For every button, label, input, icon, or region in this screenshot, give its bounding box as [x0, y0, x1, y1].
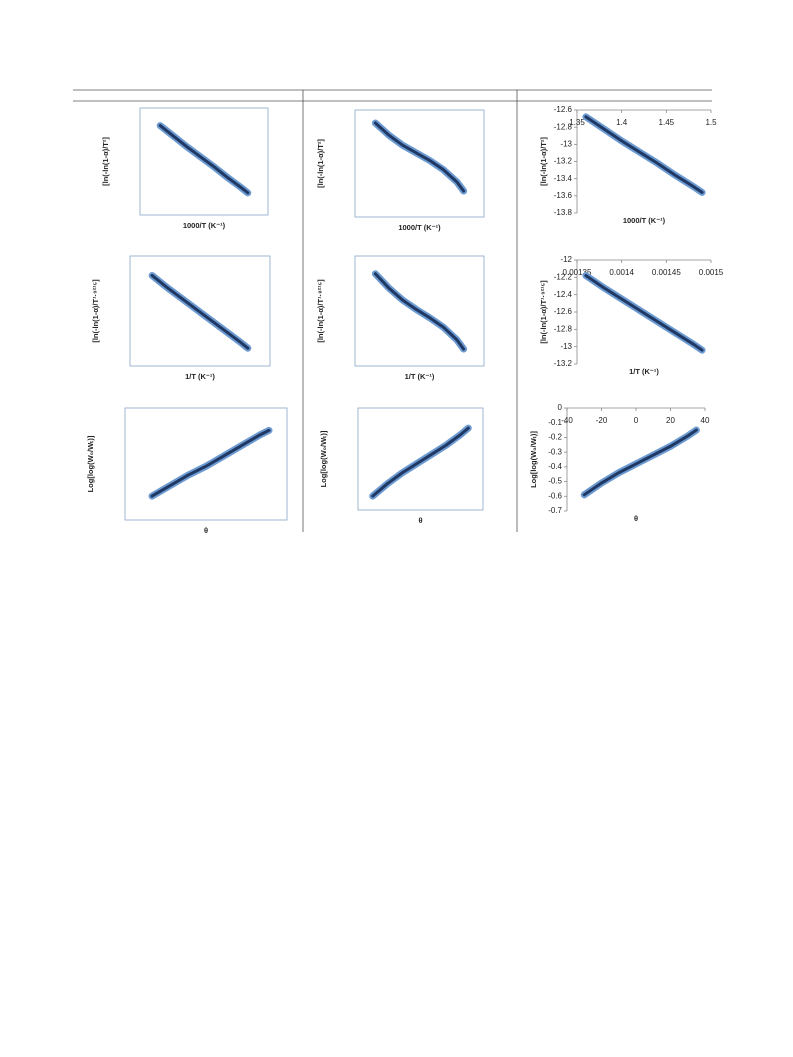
y-tick-label: -0.7	[548, 506, 562, 515]
series-line	[371, 426, 470, 498]
y-tick-label: -0.4	[548, 462, 562, 471]
plot-frame	[354, 255, 485, 367]
y-tick-label: -13.2	[554, 157, 573, 166]
series-line	[582, 428, 698, 497]
x-axis-label: 1/T (K⁻¹)	[405, 372, 435, 381]
y-tick-label: -0.5	[548, 477, 562, 486]
y-axis-label: [ln(-ln(1-α)/T¹·⁸²¹⁵]	[316, 279, 325, 343]
x-axis-label: 1/T (K⁻¹)	[185, 372, 215, 381]
y-axis-label: Log[log(W₀/Wₜ)]	[86, 435, 95, 492]
x-tick-label: 0.0015	[699, 268, 724, 277]
y-tick-label: -13.2	[554, 359, 573, 368]
y-tick-label: -0.1	[548, 418, 562, 427]
y-tick-label: -0.2	[548, 433, 562, 442]
x-tick-label: 0.00145	[652, 268, 681, 277]
y-axis-label: [ln(-ln(1-α)/T²]	[316, 139, 325, 188]
x-tick-label: 0.0014	[609, 268, 634, 277]
y-tick-label: -12.8	[554, 324, 573, 333]
y-tick-label: -12.4	[554, 290, 573, 299]
series-line	[150, 428, 271, 498]
series-line	[373, 121, 466, 193]
y-tick-label: -13	[560, 139, 572, 148]
y-axis-label: Log[log(W₀/Wₜ)]	[319, 430, 328, 487]
x-tick-label: 0	[634, 416, 639, 425]
x-tick-label: -40	[561, 416, 573, 425]
series-line	[373, 272, 466, 351]
y-tick-label: -13.8	[554, 208, 573, 217]
series-line	[584, 274, 704, 352]
y-tick-label: 0	[558, 403, 563, 412]
plot-frame	[124, 407, 288, 521]
x-tick-label: -20	[596, 416, 608, 425]
x-tick-label: 20	[666, 416, 675, 425]
series-line	[150, 273, 250, 350]
y-axis-label: [ln(-ln(1-α)/T²]	[539, 137, 548, 186]
y-tick-label: -13.4	[554, 174, 573, 183]
y-tick-label: -0.3	[548, 447, 562, 456]
x-axis-label: θ	[418, 516, 422, 525]
x-tick-label: 1.5	[705, 118, 717, 127]
x-tick-label: 1.45	[659, 118, 675, 127]
x-axis-label: θ	[204, 526, 208, 535]
y-tick-label: -12.2	[554, 272, 573, 281]
y-axis-label: [ln(-ln(1-α)/T¹·⁹²¹⁵]	[539, 280, 548, 344]
y-axis-label: [ln(-ln(1-α)/T²]	[101, 137, 110, 186]
x-tick-label: 1.35	[569, 118, 585, 127]
y-tick-label: -13	[560, 342, 572, 351]
y-tick-label: -12.6	[554, 307, 573, 316]
x-tick-label: 1.4	[616, 118, 628, 127]
y-tick-label: -12	[560, 255, 572, 264]
y-axis-label: [ln(-ln(1-α)/T¹·⁹²¹⁵]	[91, 279, 100, 343]
y-tick-label: -12.8	[554, 122, 573, 131]
plot-frame	[139, 107, 269, 216]
y-tick-label: -12.6	[554, 105, 573, 114]
series-line	[584, 115, 704, 194]
x-axis-label: 1000/T (K⁻¹)	[183, 221, 226, 230]
series-line	[158, 124, 250, 195]
x-axis-label: 1000/T (K⁻¹)	[623, 216, 666, 225]
x-axis-label: θ	[634, 514, 638, 523]
y-axis-label: Log[log(W₀/Wₜ)]	[529, 431, 538, 488]
plot-frame	[357, 407, 484, 511]
plot-frame	[129, 255, 271, 367]
x-axis-label: 1/T (K⁻¹)	[629, 367, 659, 376]
x-tick-label: 0.00135	[563, 268, 592, 277]
plot-frame	[354, 109, 485, 218]
y-tick-label: -0.6	[548, 491, 562, 500]
x-axis-label: 1000/T (K⁻¹)	[398, 223, 441, 232]
y-tick-label: -13.6	[554, 191, 573, 200]
x-tick-label: 40	[701, 416, 710, 425]
